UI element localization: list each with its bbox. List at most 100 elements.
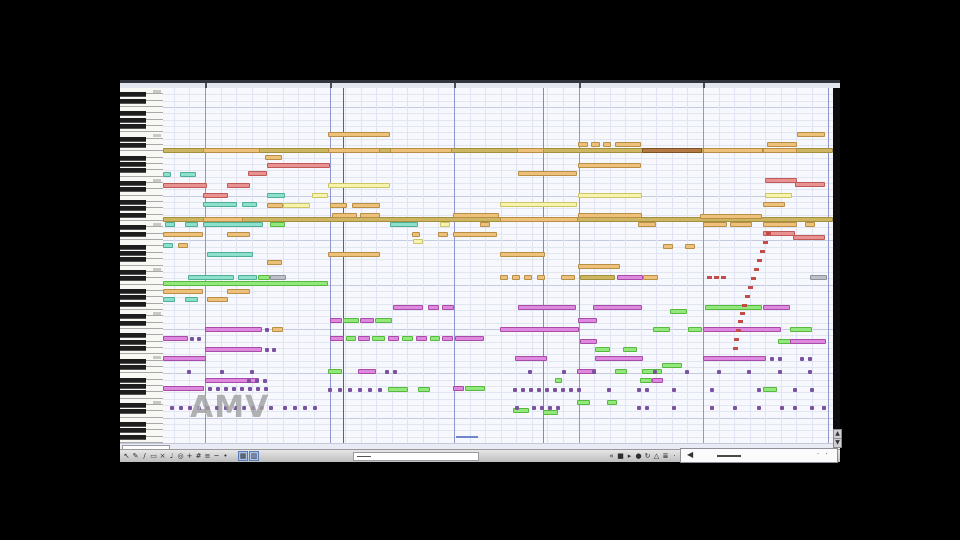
midi-note-green[interactable]	[372, 336, 385, 341]
midi-note-dot[interactable]	[793, 388, 797, 392]
midi-note-orange[interactable]	[603, 142, 611, 147]
midi-note-dot[interactable]	[224, 406, 228, 410]
note-tool-icon[interactable]: ♩	[169, 452, 174, 460]
midi-note-gray[interactable]	[270, 275, 286, 280]
midi-note-orange[interactable]	[578, 163, 641, 168]
select-tool-icon[interactable]: ↖	[123, 452, 130, 460]
midi-note-salmon[interactable]	[227, 183, 250, 188]
piano-key-white[interactable]	[120, 303, 163, 310]
midi-note-green[interactable]	[623, 347, 637, 352]
midi-note-teal[interactable]	[267, 193, 285, 198]
collapse-arrow-icon[interactable]: ◀	[687, 450, 694, 459]
midi-note-magenta[interactable]	[453, 386, 464, 391]
midi-note-orange[interactable]	[265, 155, 282, 160]
midi-note-teal[interactable]	[238, 275, 257, 280]
glissando-dash[interactable]	[738, 320, 743, 323]
midi-note-orange[interactable]	[227, 232, 250, 237]
midi-note-orange[interactable]	[638, 222, 656, 227]
midi-note-dot[interactable]	[808, 370, 812, 374]
midi-note-orange[interactable]	[763, 222, 797, 227]
midi-note-green[interactable]	[763, 387, 777, 392]
glissando-dash[interactable]	[745, 295, 750, 298]
piano-key-black[interactable]	[120, 269, 146, 275]
midi-note-green[interactable]	[670, 309, 687, 314]
piano-key-black[interactable]	[120, 276, 146, 282]
midi-note-dot[interactable]	[264, 387, 268, 391]
midi-note-dot[interactable]	[358, 388, 362, 392]
midi-note-green[interactable]	[346, 336, 356, 341]
midi-note-green[interactable]	[688, 327, 702, 332]
midi-note-dot[interactable]	[592, 370, 596, 374]
midi-note-dot[interactable]	[532, 406, 536, 410]
glissando-dash[interactable]	[736, 329, 741, 332]
midi-note-dot[interactable]	[224, 387, 228, 391]
midi-note-teal[interactable]	[185, 297, 198, 302]
midi-note-dot[interactable]	[251, 406, 255, 410]
piano-key-black[interactable]	[120, 250, 146, 256]
midi-note-magenta[interactable]	[388, 336, 399, 341]
piano-key-black[interactable]	[120, 117, 146, 123]
rewind-icon[interactable]: «	[609, 452, 614, 460]
line-tool-icon[interactable]: /	[143, 452, 146, 460]
glissando-dash[interactable]	[748, 286, 753, 289]
midi-note-yellow[interactable]	[765, 193, 792, 198]
midi-note-green[interactable]	[555, 378, 562, 383]
glissando-dash[interactable]	[760, 250, 765, 253]
glissando-dash[interactable]	[751, 277, 756, 280]
midi-note-orange[interactable]	[500, 252, 545, 257]
erase-tool-icon[interactable]: ×	[159, 452, 166, 460]
piano-key-black[interactable]	[120, 181, 146, 187]
mixer-icon[interactable]: ≣	[662, 452, 669, 460]
midi-note-dot[interactable]	[240, 387, 244, 391]
midi-note-dot[interactable]	[672, 406, 676, 410]
midi-note-orange[interactable]	[163, 289, 203, 294]
midi-note-magenta[interactable]	[595, 356, 643, 361]
midi-note-orange[interactable]	[500, 217, 578, 222]
midi-note-magenta[interactable]	[455, 336, 484, 341]
midi-note-teal[interactable]	[188, 275, 234, 280]
midi-note-dot[interactable]	[747, 370, 751, 374]
midi-note-magenta[interactable]	[580, 339, 597, 344]
piano-key-white[interactable]	[120, 170, 163, 177]
midi-note-yellow[interactable]	[328, 183, 390, 188]
rect-tool-icon[interactable]: ▭	[150, 452, 157, 460]
piano-key-white[interactable]	[120, 214, 163, 222]
midi-note-salmon[interactable]	[793, 235, 825, 240]
piano-key-white[interactable]	[120, 392, 163, 399]
glissando-dash[interactable]	[754, 268, 759, 271]
midi-note-dot[interactable]	[540, 406, 544, 410]
piano-key-white[interactable]	[120, 411, 163, 418]
midi-note-magenta[interactable]	[515, 356, 547, 361]
glissando-dash[interactable]	[766, 232, 771, 235]
midi-note-orange[interactable]	[328, 132, 390, 137]
midi-note-orange[interactable]	[578, 213, 642, 218]
midi-note-olive[interactable]	[163, 148, 833, 153]
midi-note-magenta[interactable]	[593, 305, 642, 310]
midi-note-magenta[interactable]	[330, 336, 344, 341]
piano-key-black[interactable]	[120, 136, 146, 142]
midi-note-dot[interactable]	[248, 387, 252, 391]
midi-note-orange[interactable]	[328, 148, 380, 153]
midi-note-dot[interactable]	[577, 388, 581, 392]
midi-note-magenta[interactable]	[790, 339, 826, 344]
midi-note-teal[interactable]	[163, 297, 175, 302]
add-tool-icon[interactable]: +	[186, 452, 193, 460]
midi-note-dot[interactable]	[672, 388, 676, 392]
midi-note-orange[interactable]	[330, 203, 347, 208]
midi-note-dot[interactable]	[822, 406, 826, 410]
midi-note-green[interactable]	[640, 378, 652, 383]
piano-key-white[interactable]	[120, 278, 163, 285]
midi-note-magenta[interactable]	[393, 305, 423, 310]
glissando-dash[interactable]	[740, 312, 745, 315]
midi-note-green[interactable]	[375, 318, 392, 323]
midi-note-orange[interactable]	[703, 222, 727, 227]
midi-note-dot[interactable]	[303, 406, 307, 410]
midi-note-orange[interactable]	[453, 213, 499, 218]
midi-note-dot[interactable]	[328, 388, 332, 392]
midi-note-salmon[interactable]	[203, 193, 228, 198]
piano-key-black[interactable]	[120, 98, 146, 104]
midi-note-dot[interactable]	[216, 387, 220, 391]
glissando-dash[interactable]	[742, 304, 747, 307]
midi-note-orange[interactable]	[561, 275, 575, 280]
midi-note-orange[interactable]	[500, 275, 508, 280]
